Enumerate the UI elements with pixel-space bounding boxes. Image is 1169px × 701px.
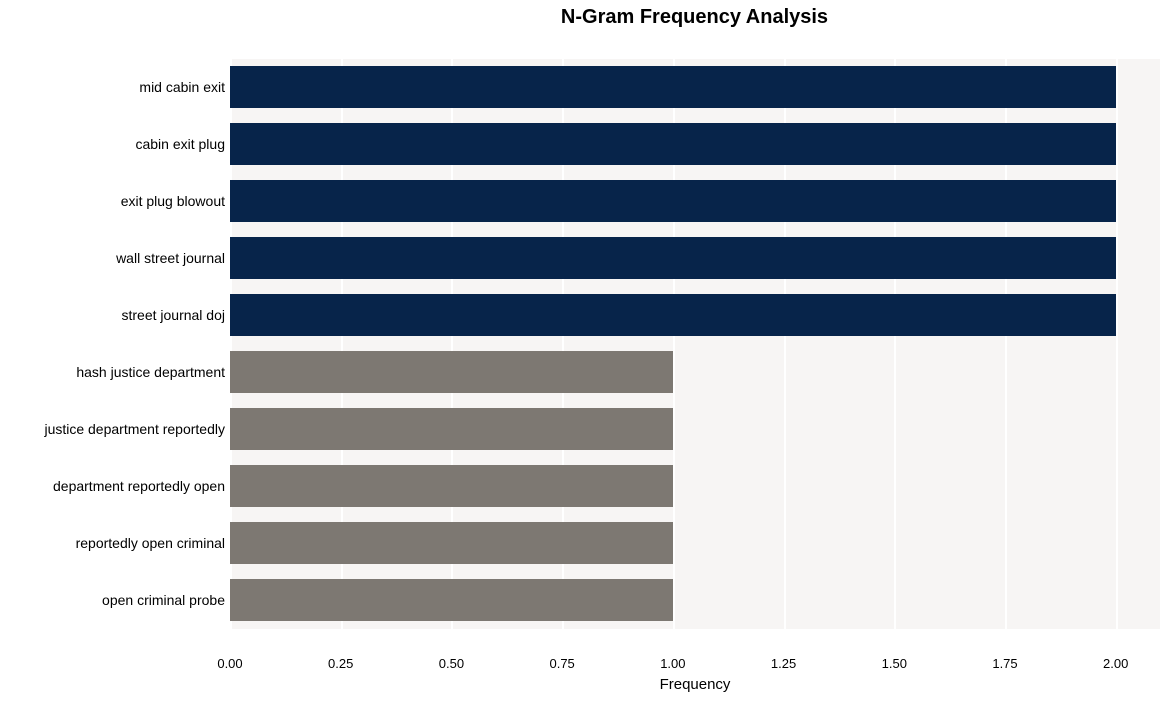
chart-title: N-Gram Frequency Analysis: [230, 6, 1159, 29]
bar: [230, 123, 1116, 166]
y-tick-label: department reportedly open: [0, 478, 225, 494]
x-tick-label: 1.50: [882, 656, 907, 671]
y-tick-label: exit plug blowout: [0, 193, 225, 209]
x-tick-label: 1.25: [771, 656, 796, 671]
x-tick-label: 0.25: [328, 656, 353, 671]
bar: [230, 237, 1116, 280]
plot-area: [230, 36, 1160, 648]
bar: [230, 66, 1116, 109]
y-tick-label: reportedly open criminal: [0, 535, 225, 551]
y-tick-label: cabin exit plug: [0, 136, 225, 152]
y-tick-label: mid cabin exit: [0, 79, 225, 95]
y-axis-labels: mid cabin exit cabin exit plug exit plug b…: [0, 36, 225, 648]
y-tick-label: justice department reportedly: [0, 421, 225, 437]
bar: [230, 579, 673, 622]
x-tick-label: 1.75: [992, 656, 1017, 671]
x-tick-label: 0.75: [549, 656, 574, 671]
bar: [230, 408, 673, 451]
bar: [230, 180, 1116, 223]
x-axis-label: Frequency: [230, 676, 1160, 693]
ngram-chart: N-Gram Frequency Analysis mid cabin exit…: [0, 0, 1169, 701]
y-tick-label: street journal doj: [0, 307, 225, 323]
x-axis-ticks: 0.000.250.500.751.001.251.501.752.00: [230, 652, 1160, 676]
bar: [230, 522, 673, 565]
y-tick-label: hash justice department: [0, 364, 225, 380]
y-tick-label: wall street journal: [0, 250, 225, 266]
x-tick-label: 2.00: [1103, 656, 1128, 671]
x-tick-label: 0.50: [439, 656, 464, 671]
bar: [230, 294, 1116, 337]
bar: [230, 465, 673, 508]
bar: [230, 351, 673, 394]
gridline: [1116, 36, 1118, 648]
x-tick-label: 0.00: [217, 656, 242, 671]
x-tick-label: 1.00: [660, 656, 685, 671]
y-tick-label: open criminal probe: [0, 592, 225, 608]
